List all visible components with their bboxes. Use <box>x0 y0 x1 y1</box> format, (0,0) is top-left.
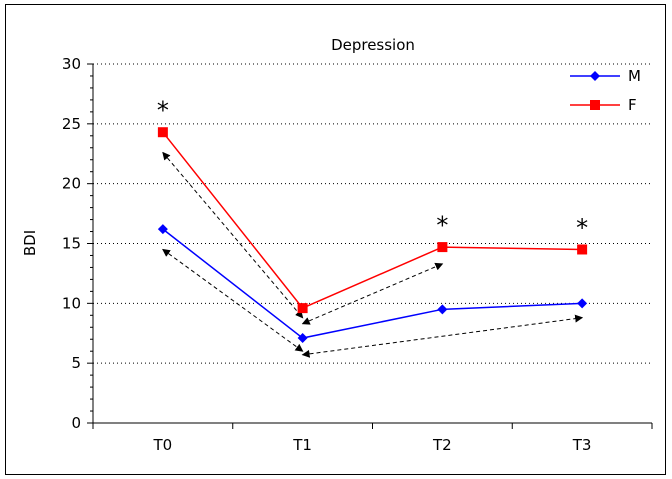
x-tick-label: T3 <box>572 436 592 454</box>
x-tick-label: T1 <box>292 436 312 454</box>
data-point-F <box>157 127 168 138</box>
series-lines <box>157 127 588 344</box>
axes: 0 5 10 15 20 25 30 T0 T1 T2 T3 <box>62 55 653 454</box>
significance-star: * <box>576 214 588 242</box>
data-point-M <box>157 224 168 235</box>
significance-annotations: * * * <box>157 97 588 242</box>
y-tick-label: 30 <box>62 55 81 73</box>
comparison-arrow <box>162 248 304 352</box>
x-tick-label: T2 <box>432 436 452 454</box>
y-tick-label: 0 <box>71 414 81 432</box>
comparison-arrow <box>162 151 304 319</box>
comparison-arrow <box>301 314 584 358</box>
comparison-arrows <box>162 151 584 358</box>
y-tick-label: 25 <box>62 115 81 133</box>
legend-marker-F <box>590 100 600 110</box>
data-point-M <box>297 333 308 344</box>
data-point-F <box>297 303 308 314</box>
legend: MF <box>570 67 641 114</box>
significance-star: * <box>157 97 169 125</box>
data-point-F <box>437 242 448 253</box>
y-tick-label: 10 <box>62 294 81 312</box>
data-point-M <box>577 298 588 309</box>
data-point-M <box>437 304 448 315</box>
y-tick-label: 20 <box>62 175 81 193</box>
series-line-F <box>162 131 583 310</box>
data-point-F <box>577 244 588 255</box>
y-axis-label: BDI <box>21 230 39 256</box>
comparison-arrow <box>301 262 444 325</box>
x-tick-label: T0 <box>153 436 173 454</box>
legend-label-F: F <box>628 96 637 114</box>
y-tick-label: 15 <box>62 235 81 253</box>
legend-marker-M <box>590 71 600 81</box>
y-tick-label: 5 <box>71 354 81 372</box>
chart-title: Depression <box>331 36 415 54</box>
gridlines <box>93 63 652 364</box>
chart-frame <box>5 4 666 475</box>
significance-star: * <box>436 212 448 240</box>
series-line-M <box>162 228 583 339</box>
legend-label-M: M <box>628 67 641 85</box>
